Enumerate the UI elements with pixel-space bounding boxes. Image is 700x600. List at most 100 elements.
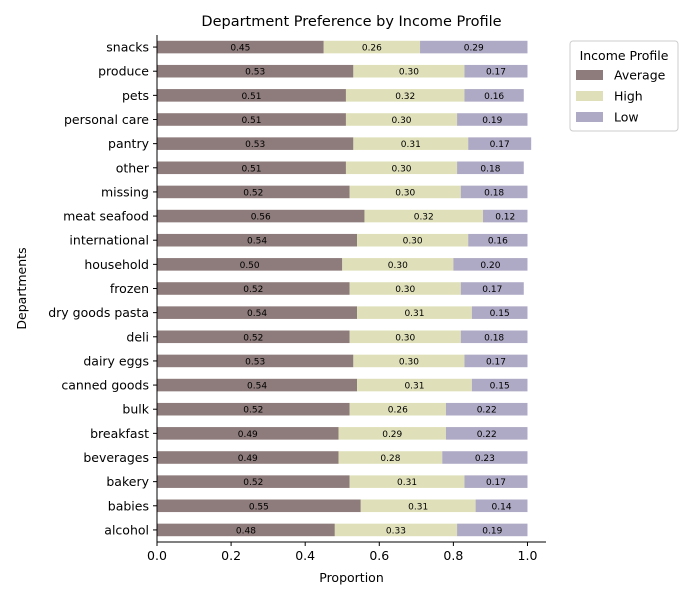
bar-average-alcohol bbox=[157, 523, 335, 537]
bar-high-other bbox=[345, 161, 458, 175]
bar-low-bakery bbox=[464, 475, 528, 488]
y-tick-label: produce bbox=[98, 64, 149, 79]
y-tick-label: dry goods pasta bbox=[48, 305, 149, 320]
bar-high-alcohol bbox=[334, 523, 458, 537]
data-label: 0.19 bbox=[482, 116, 502, 126]
data-label: 0.26 bbox=[362, 44, 382, 54]
y-axis-label: Departments bbox=[14, 247, 29, 329]
data-label: 0.48 bbox=[236, 526, 256, 536]
bar-average-meat-seafood bbox=[157, 209, 365, 223]
bar-high-produce bbox=[353, 64, 465, 78]
data-label: 0.30 bbox=[399, 357, 419, 367]
bar-low-deli bbox=[460, 330, 528, 344]
data-label: 0.52 bbox=[243, 478, 263, 488]
y-tick-label: beverages bbox=[83, 450, 149, 465]
data-label: 0.51 bbox=[241, 116, 261, 126]
data-label: 0.29 bbox=[464, 44, 484, 54]
chart-title: Department Preference by Income Profile bbox=[201, 14, 501, 30]
bar-low-international bbox=[468, 233, 528, 247]
data-label: 0.32 bbox=[414, 213, 434, 223]
y-tick-label: snacks bbox=[106, 40, 149, 55]
data-label: 0.12 bbox=[495, 213, 515, 223]
bar-low-dairy-eggs bbox=[464, 354, 528, 368]
y-tick-label: international bbox=[69, 233, 149, 248]
y-tick-label: other bbox=[116, 160, 150, 175]
bar-high-dry-goods-pasta bbox=[357, 306, 472, 319]
data-label: 0.16 bbox=[484, 92, 504, 102]
data-label: 0.54 bbox=[247, 237, 267, 247]
bar-high-household bbox=[342, 258, 454, 271]
bar-low-meat-seafood bbox=[483, 209, 528, 223]
bar-average-bakery bbox=[157, 475, 350, 488]
data-label: 0.31 bbox=[401, 140, 421, 150]
y-tick-label: canned goods bbox=[61, 378, 149, 393]
bar-low-dry-goods-pasta bbox=[471, 306, 528, 319]
data-label: 0.30 bbox=[403, 237, 423, 247]
data-label: 0.15 bbox=[490, 382, 510, 392]
data-label: 0.26 bbox=[388, 406, 408, 416]
data-label: 0.28 bbox=[380, 454, 400, 464]
y-tick-label: bakery bbox=[106, 474, 149, 489]
data-label: 0.17 bbox=[486, 68, 506, 78]
bar-average-beverages bbox=[157, 451, 339, 464]
data-label: 0.31 bbox=[408, 502, 428, 512]
y-tick-label: pantry bbox=[108, 136, 150, 151]
bar-high-pets bbox=[345, 89, 465, 102]
bar-high-meat-seafood bbox=[364, 209, 484, 223]
y-tick-label: babies bbox=[108, 498, 149, 513]
y-tick-label: deli bbox=[126, 329, 149, 344]
bar-high-beverages bbox=[338, 451, 443, 464]
data-label: 0.32 bbox=[395, 92, 415, 102]
bar-average-canned-goods bbox=[157, 378, 358, 392]
bar-average-household bbox=[157, 258, 343, 271]
data-label: 0.18 bbox=[484, 188, 504, 198]
y-tick-label: pets bbox=[122, 88, 149, 103]
data-label: 0.22 bbox=[477, 430, 497, 440]
data-label: 0.31 bbox=[404, 382, 424, 392]
x-axis-label: Proportion bbox=[319, 570, 384, 585]
legend-entry-high: High bbox=[614, 89, 643, 104]
data-label: 0.49 bbox=[238, 430, 258, 440]
y-tick-label: missing bbox=[101, 184, 149, 199]
legend-title: Income Profile bbox=[580, 48, 669, 63]
bar-high-breakfast bbox=[338, 427, 446, 440]
legend-swatch-average bbox=[576, 70, 603, 80]
bar-low-household bbox=[453, 258, 528, 271]
bar-average-deli bbox=[157, 330, 350, 344]
bar-average-pets bbox=[157, 89, 346, 102]
bar-average-produce bbox=[157, 64, 354, 78]
data-label: 0.52 bbox=[243, 285, 263, 295]
bar-low-babies bbox=[475, 499, 528, 513]
bar-high-bakery bbox=[349, 475, 465, 488]
data-label: 0.30 bbox=[399, 68, 419, 78]
bar-low-bulk bbox=[445, 402, 528, 416]
legend-swatch-high bbox=[576, 91, 603, 101]
bar-average-pantry bbox=[157, 137, 354, 150]
bar-high-canned-goods bbox=[357, 378, 472, 392]
bar-high-bulk bbox=[349, 402, 446, 416]
y-tick-label: alcohol bbox=[104, 522, 149, 537]
data-label: 0.30 bbox=[391, 116, 411, 126]
data-label: 0.31 bbox=[397, 478, 417, 488]
y-tick-label: household bbox=[84, 257, 149, 272]
y-tick-label: bulk bbox=[122, 402, 149, 417]
data-label: 0.17 bbox=[486, 357, 506, 367]
data-label: 0.52 bbox=[243, 406, 263, 416]
bar-low-pets bbox=[464, 89, 524, 102]
data-label: 0.30 bbox=[395, 285, 415, 295]
bar-high-missing bbox=[349, 185, 461, 199]
bar-low-missing bbox=[460, 185, 528, 199]
bar-high-babies bbox=[360, 499, 476, 513]
legend-entry-low: Low bbox=[614, 110, 639, 125]
y-tick-label: breakfast bbox=[90, 426, 149, 441]
bar-low-frozen bbox=[460, 282, 524, 295]
data-label: 0.45 bbox=[230, 44, 250, 54]
data-label: 0.30 bbox=[388, 261, 408, 271]
bars-group: 0.45 0.26 0.29 0.53 0.30 0.17 0.51 0.32 0.16 0.51… bbox=[157, 40, 532, 537]
data-label: 0.55 bbox=[249, 502, 269, 512]
data-label: 0.54 bbox=[247, 382, 267, 392]
x-tick-label: 1.0 bbox=[518, 548, 538, 563]
bar-high-frozen bbox=[349, 282, 461, 295]
data-label: 0.52 bbox=[243, 333, 263, 343]
